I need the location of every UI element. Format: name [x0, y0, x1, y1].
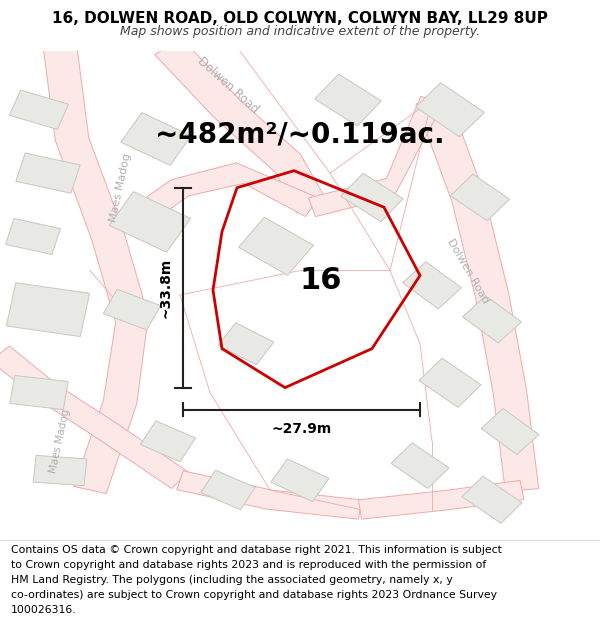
- Polygon shape: [177, 471, 362, 519]
- Text: 16: 16: [300, 266, 342, 295]
- Text: Dolwen Road: Dolwen Road: [195, 55, 261, 116]
- Polygon shape: [462, 476, 522, 523]
- Polygon shape: [10, 90, 68, 129]
- Polygon shape: [155, 38, 328, 213]
- Polygon shape: [416, 96, 539, 491]
- Polygon shape: [10, 376, 68, 409]
- Polygon shape: [271, 459, 329, 502]
- Polygon shape: [7, 282, 89, 336]
- Polygon shape: [308, 96, 443, 217]
- Text: ~27.9m: ~27.9m: [271, 422, 332, 436]
- Polygon shape: [416, 82, 484, 137]
- Text: Maes Madog: Maes Madog: [108, 152, 132, 223]
- Text: ~33.8m: ~33.8m: [158, 258, 172, 318]
- Polygon shape: [315, 74, 381, 126]
- Text: 16, DOLWEN ROAD, OLD COLWYN, COLWYN BAY, LL29 8UP: 16, DOLWEN ROAD, OLD COLWYN, COLWYN BAY,…: [52, 11, 548, 26]
- Polygon shape: [451, 174, 509, 221]
- Polygon shape: [5, 219, 61, 254]
- Text: ~482m²/~0.119ac.: ~482m²/~0.119ac.: [155, 120, 445, 148]
- Polygon shape: [391, 443, 449, 488]
- Polygon shape: [358, 481, 524, 519]
- Polygon shape: [124, 163, 319, 230]
- Polygon shape: [481, 409, 539, 454]
- Text: Maes Madog: Maes Madog: [49, 408, 71, 474]
- Polygon shape: [103, 289, 161, 330]
- Text: HM Land Registry. The polygons (including the associated geometry, namely x, y: HM Land Registry. The polygons (includin…: [11, 575, 452, 585]
- Text: Dolwen Road: Dolwen Road: [445, 236, 491, 305]
- Text: 100026316.: 100026316.: [11, 605, 76, 615]
- Polygon shape: [403, 262, 461, 309]
- Polygon shape: [0, 346, 188, 489]
- Polygon shape: [121, 112, 191, 166]
- Polygon shape: [16, 153, 80, 193]
- Text: co-ordinates) are subject to Crown copyright and database rights 2023 Ordnance S: co-ordinates) are subject to Crown copyr…: [11, 590, 497, 600]
- Polygon shape: [33, 456, 87, 486]
- Polygon shape: [341, 173, 403, 222]
- Polygon shape: [463, 296, 521, 343]
- Polygon shape: [140, 421, 196, 462]
- Text: to Crown copyright and database rights 2023 and is reproduced with the permissio: to Crown copyright and database rights 2…: [11, 560, 486, 570]
- Polygon shape: [109, 192, 191, 252]
- Polygon shape: [43, 45, 148, 494]
- Polygon shape: [218, 322, 274, 365]
- Text: Contains OS data © Crown copyright and database right 2021. This information is : Contains OS data © Crown copyright and d…: [11, 545, 502, 555]
- Text: Map shows position and indicative extent of the property.: Map shows position and indicative extent…: [120, 26, 480, 39]
- Polygon shape: [201, 470, 255, 510]
- Polygon shape: [239, 217, 313, 275]
- Polygon shape: [419, 358, 481, 408]
